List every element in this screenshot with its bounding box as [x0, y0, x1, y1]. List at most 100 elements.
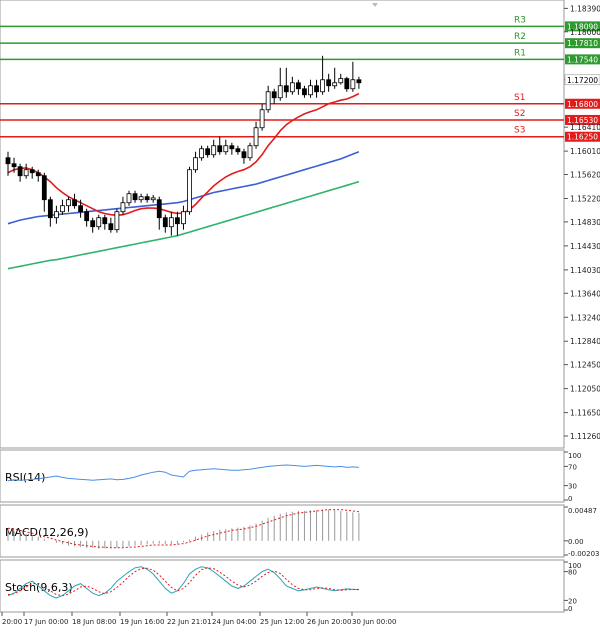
- level-price-tag-s3: [565, 131, 600, 142]
- candle-bear: [235, 148, 241, 153]
- candle-bull: [114, 211, 120, 231]
- price-panel: [0, 0, 565, 449]
- price-tick-label: 1.18390: [570, 4, 600, 13]
- candle-bear: [35, 172, 41, 177]
- indicator-tick-label: 0.00: [568, 538, 584, 546]
- candle-bull: [60, 205, 65, 213]
- level-name-s2: S2: [514, 109, 525, 119]
- current-price-tag: [564, 74, 600, 86]
- candle-bear: [174, 217, 180, 225]
- indicator-name-label: Stoch(9,6,3): [5, 581, 73, 594]
- indicator-tick-label: 0: [568, 605, 572, 613]
- level-price-tag-s2: [565, 114, 600, 125]
- indicator-tick-label: 100: [568, 452, 581, 460]
- level-price-tag-s1: [565, 98, 600, 109]
- chart-shift-marker-icon[interactable]: [372, 3, 378, 7]
- indicator-tick-label: 0: [568, 495, 572, 503]
- candle-bear: [283, 85, 289, 93]
- time-tick-label: 22 Jun 21:01: [167, 618, 211, 626]
- candle-bear: [217, 145, 223, 153]
- level-price-tag-r1: [565, 54, 600, 65]
- candle-bull: [120, 202, 126, 213]
- level-price-label-s2: 1.16530: [567, 116, 598, 125]
- indicator-tick-label: 20: [568, 597, 577, 605]
- candle-bear: [47, 199, 53, 219]
- stoch-k-line: [7, 566, 359, 599]
- candle-bear: [271, 91, 277, 99]
- level-name-s3: S3: [514, 126, 525, 136]
- candle-bull: [247, 145, 253, 159]
- level-price-tag-r2: [565, 38, 600, 49]
- candle-bear: [17, 166, 23, 177]
- level-price-label-r3: 1.18090: [567, 22, 598, 31]
- candle-bull: [150, 197, 156, 201]
- time-tick-label: 30 Jun 00:00: [352, 618, 396, 626]
- candle-bull: [96, 217, 102, 228]
- candle-bull: [289, 82, 295, 93]
- stoch-panel: [0, 559, 565, 613]
- time-tick-label: 26 Jun 20:00: [307, 618, 351, 626]
- price-tick-label: 1.12840: [570, 337, 600, 346]
- indicator-tick-label: 100: [568, 562, 581, 570]
- indicator-tick-label: 30: [568, 483, 577, 491]
- candle-bull: [338, 78, 344, 84]
- time-tick-label: 25 Jun 12:00: [260, 618, 304, 626]
- indicator-tick-label: 0.00487: [568, 507, 597, 515]
- level-price-label-s1: 1.16800: [567, 100, 598, 109]
- current-price-label: 1.17200: [567, 76, 598, 85]
- level-name-r2: R2: [514, 32, 526, 42]
- time-tick-label: 24 Jun 04:00: [212, 618, 256, 626]
- candle-bull: [168, 217, 174, 228]
- candle-bull: [332, 82, 338, 87]
- candle-bull: [193, 157, 198, 171]
- candle-bear: [108, 223, 114, 231]
- level-name-r3: R3: [514, 15, 526, 25]
- price-tick-label: 1.12050: [570, 385, 600, 394]
- candle-bear: [78, 205, 83, 213]
- candle-bull: [138, 196, 144, 201]
- candle-bull: [350, 79, 356, 90]
- level-price-label-r2: 1.17810: [567, 39, 598, 48]
- macd-panel: [0, 504, 565, 558]
- candle-bull: [54, 211, 59, 219]
- candle-bear: [241, 151, 247, 159]
- candle-bull: [277, 85, 283, 99]
- candle-bear: [344, 78, 350, 90]
- candle-bear: [90, 220, 96, 228]
- candle-bull: [320, 79, 326, 93]
- level-name-r1: R1: [514, 48, 526, 58]
- indicator-tick-label: -0.002037: [568, 550, 600, 558]
- price-tick-label: 1.16410: [570, 123, 600, 132]
- price-tick-label: 1.16010: [570, 147, 600, 156]
- candle-bull: [187, 169, 192, 213]
- candle-bull: [181, 211, 186, 225]
- price-tick-label: 1.18000: [570, 28, 600, 37]
- candle-bull: [253, 127, 259, 147]
- candle-bear: [72, 199, 77, 207]
- candle-bear: [314, 85, 319, 93]
- candle-bull: [259, 109, 265, 129]
- candle-bear: [11, 163, 17, 168]
- candle-bear: [5, 157, 11, 165]
- candle-bear: [102, 217, 108, 225]
- level-name-s1: S1: [514, 93, 525, 103]
- candle-bull: [308, 85, 313, 96]
- indicator-tick-label: 70: [568, 463, 577, 471]
- indicator-name-label: MACD(12,26,9): [5, 526, 89, 539]
- candle-bear: [156, 199, 162, 219]
- price-tick-label: 1.15220: [570, 195, 600, 204]
- price-tick-label: 1.14830: [570, 218, 600, 227]
- price-tick-label: 1.15620: [570, 171, 600, 180]
- candle-bull: [223, 145, 229, 153]
- ma-blue-line: [7, 150, 360, 225]
- candle-bull: [265, 91, 271, 111]
- price-tick-label: 1.11650: [570, 409, 600, 418]
- candle-bear: [84, 211, 90, 222]
- rsi-line: [7, 464, 359, 482]
- candle-bear: [326, 79, 332, 87]
- time-tick-label: 20:00: [2, 618, 22, 626]
- time-tick-label: 19 Jun 16:00: [120, 618, 164, 626]
- candle-bear: [144, 196, 150, 201]
